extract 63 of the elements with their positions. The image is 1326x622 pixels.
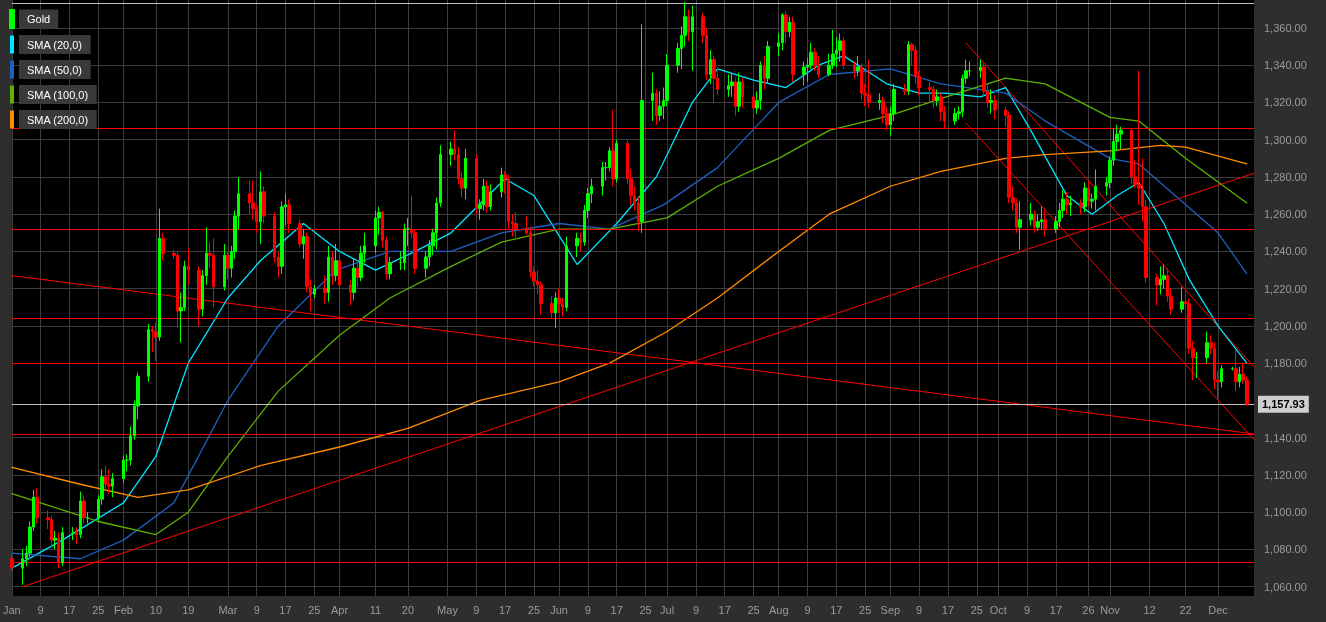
y-tick-label: 1,080.00 [1264,543,1307,556]
legend-label: SMA (50,0) [27,63,83,76]
legend-label: SMA (100,0) [27,88,89,101]
x-tick-label: Jun [550,603,568,616]
x-tick-label: 25 [308,603,321,616]
x-tick-label: Oct [989,603,1007,616]
x-tick-label: 25 [639,603,652,616]
y-tick-label: 1,360.00 [1264,21,1307,34]
y-tick-label: 1,200.00 [1264,319,1307,332]
x-tick-label: 9 [473,603,480,616]
legend-label: SMA (20,0) [27,38,83,51]
x-tick-label: 17 [499,603,512,616]
x-tick-label: 17 [279,603,292,616]
x-tick-label: 9 [37,603,44,616]
x-tick-label: Nov [1100,603,1121,616]
y-tick-label: 1,100.00 [1264,506,1307,519]
x-tick-label: 25 [527,603,541,616]
legend-label: Gold [27,13,51,25]
x-tick-label: Mar [218,603,238,616]
x-tick-label: 19 [182,603,195,616]
x-tick-label: 25 [92,603,105,616]
x-tick-label: 9 [584,603,591,616]
x-tick-label: 20 [401,603,415,616]
x-tick-label: 22 [1179,603,1192,616]
x-tick-label: 26 [1082,603,1095,616]
y-tick-label: 1,260.00 [1264,208,1307,221]
x-tick-label: 25 [859,603,872,616]
x-tick-label: 17 [63,603,76,616]
x-tick-label: 25 [970,603,983,616]
x-tick-label: 9 [692,603,699,616]
x-tick-label: 17 [941,603,955,616]
y-tick-label: 1,120.00 [1264,468,1307,481]
x-tick-label: 9 [804,603,811,616]
x-tick-label: Sep [880,603,901,616]
y-tick-label: 1,220.00 [1264,282,1307,295]
y-tick-label: 1,300.00 [1264,133,1307,146]
x-tick-label: 17 [718,603,731,616]
x-tick-label: 9 [1024,603,1031,616]
y-tick-label: 1,320.00 [1264,96,1307,109]
x-tick-label: 17 [830,603,843,616]
x-tick-label: 9 [916,603,923,616]
y-tick-label: 1,060.00 [1264,580,1307,593]
x-tick-label: Jul [660,603,675,616]
x-tick-label: 17 [610,603,623,616]
x-tick-label: 11 [369,603,382,616]
y-tick-label: 1,180.00 [1264,357,1307,370]
y-tick-label: 1,240.00 [1264,245,1307,258]
x-tick-label: 9 [253,603,260,616]
x-tick-label: Apr [330,603,349,616]
x-tick-label: Aug [768,603,789,616]
x-tick-label: May [437,603,459,616]
x-tick-label: 10 [149,603,163,616]
y-tick-label: 1,140.00 [1264,431,1307,444]
x-tick-label: 25 [747,603,760,616]
x-tick-label: Dec [1208,603,1229,616]
x-tick-label: Jan [2,603,21,616]
x-tick-label: 12 [1143,603,1156,616]
ref-line-label: 1,157.93 [1262,398,1305,411]
x-tick-label: 17 [1049,603,1063,616]
y-tick-label: 1,280.00 [1264,170,1307,183]
legend-label: SMA (200,0) [27,113,89,126]
x-tick-label: Feb [114,603,133,616]
y-tick-label: 1,340.00 [1264,59,1307,72]
